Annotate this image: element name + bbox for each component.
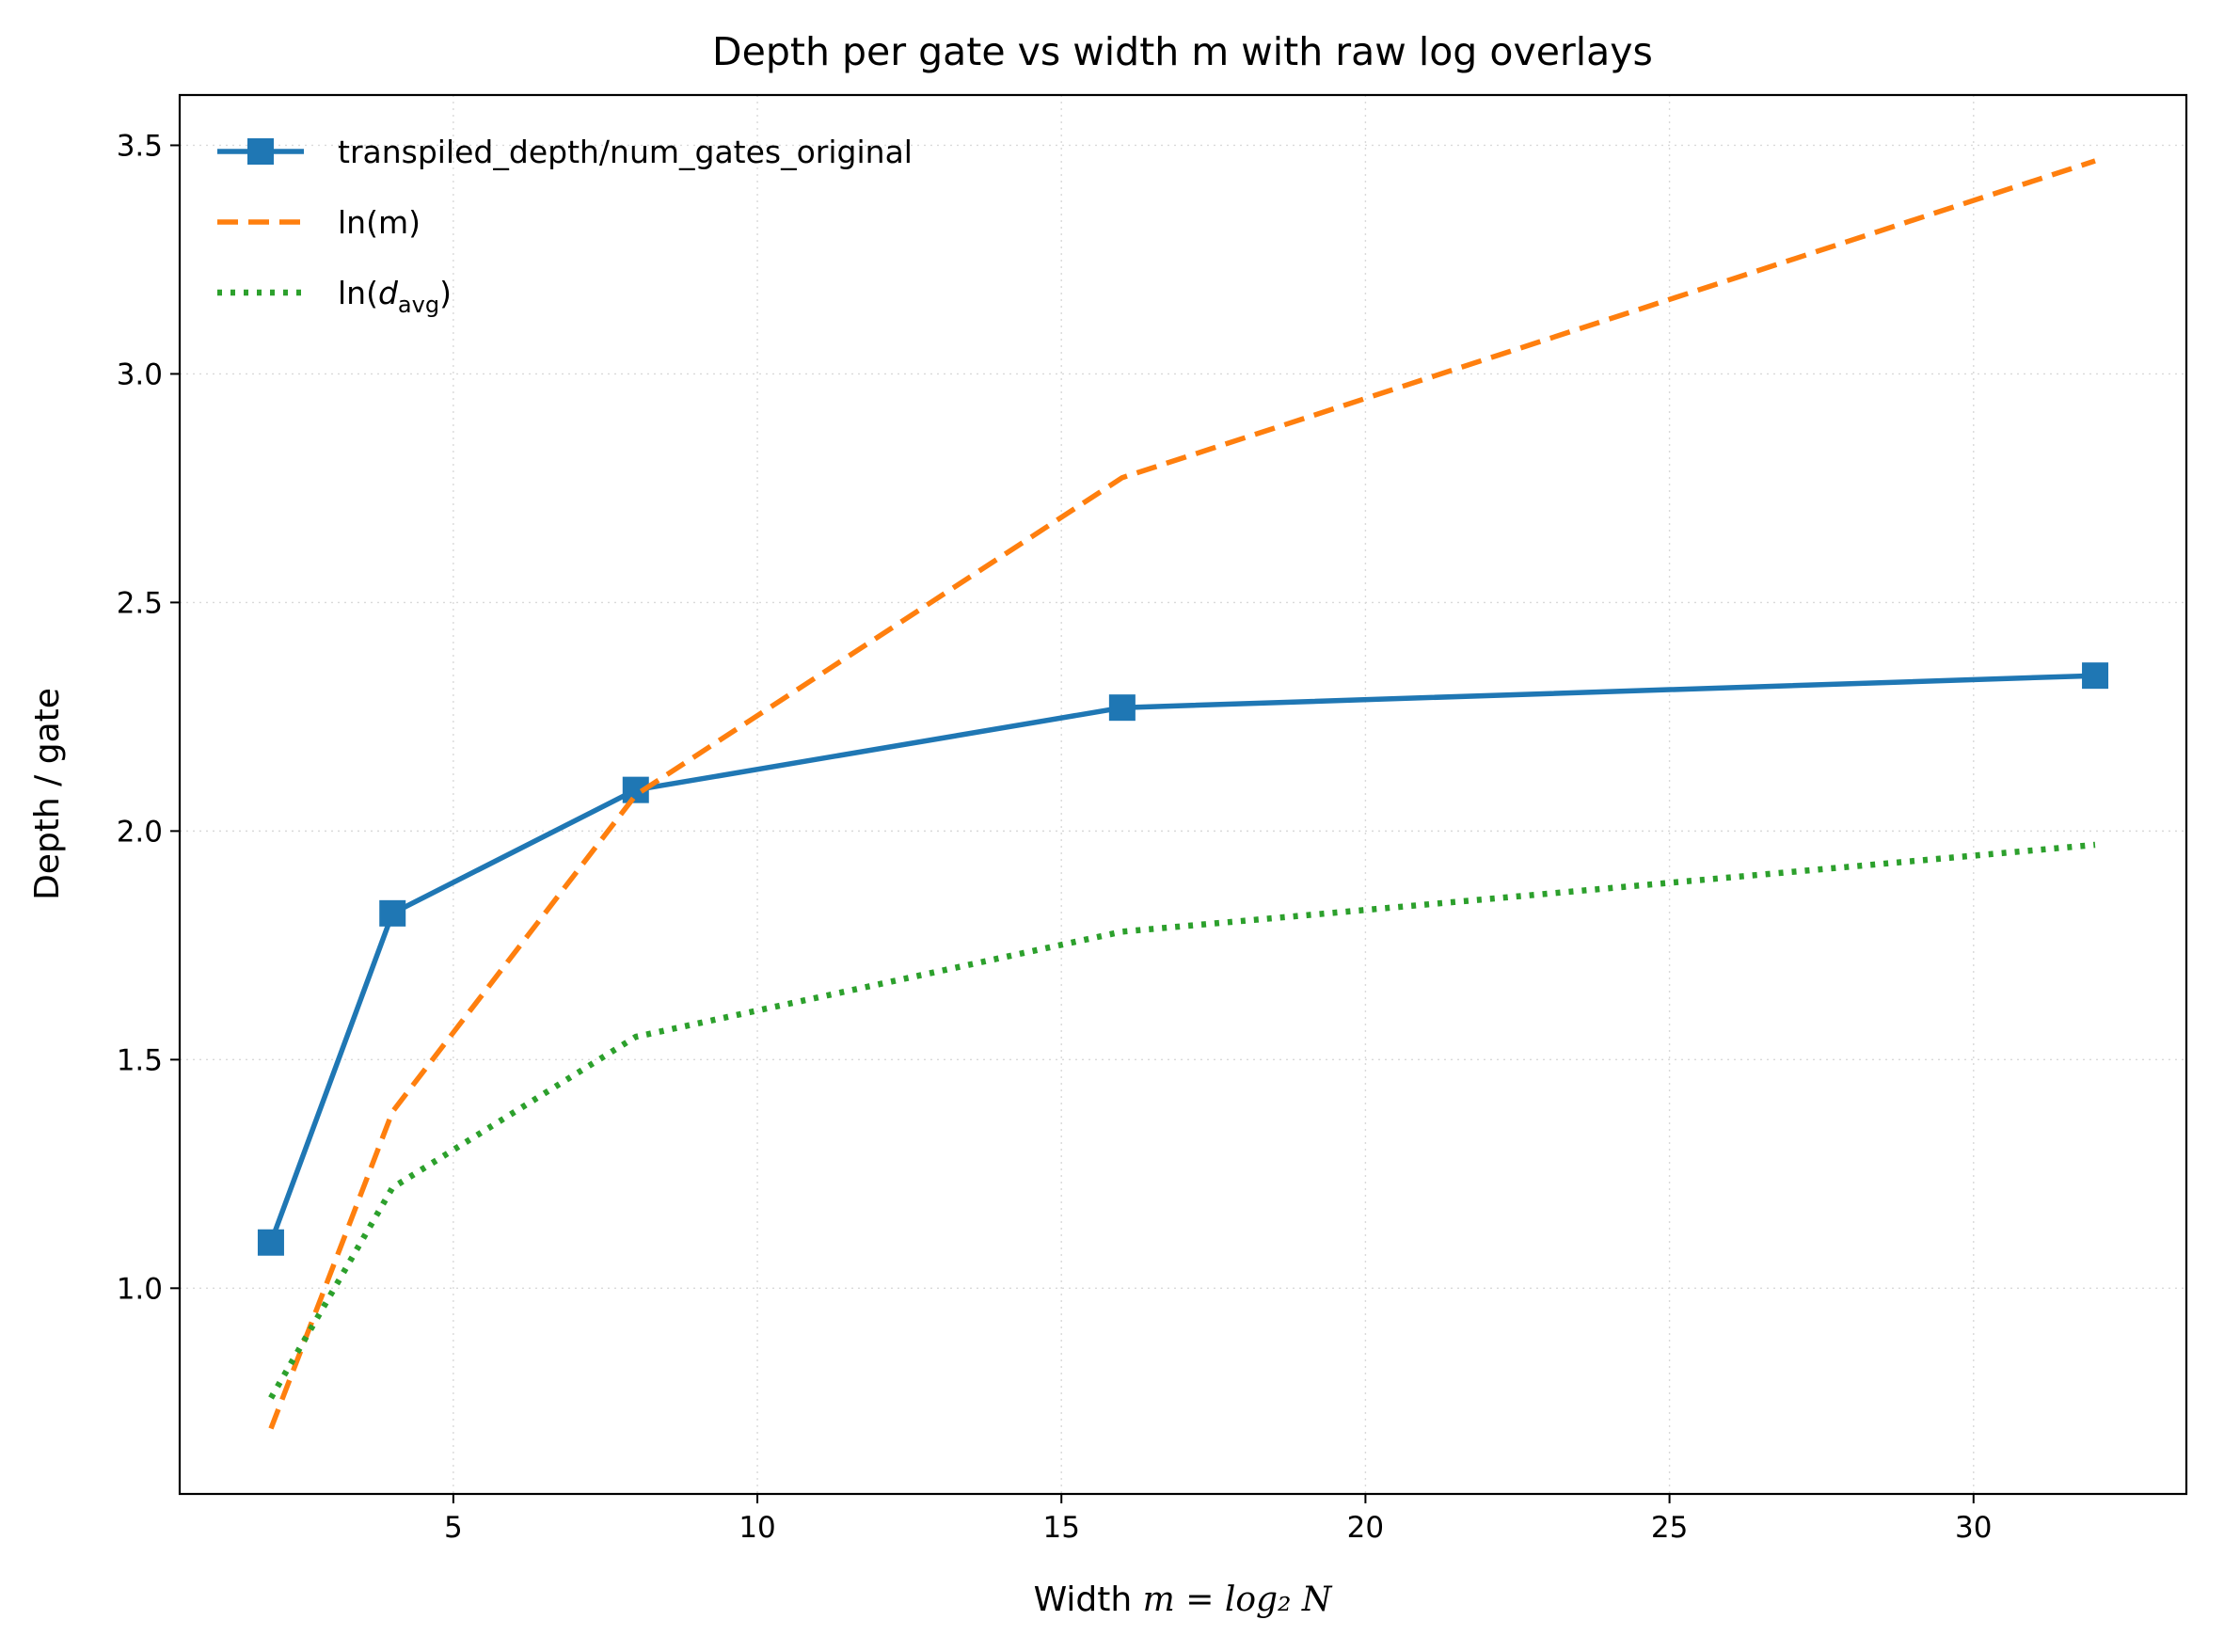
- x-tick-label: 25: [1651, 1511, 1688, 1545]
- legend-label: ln(davg): [338, 275, 452, 318]
- series-line-ln-m: [268, 158, 2096, 1430]
- x-axis-label-math: m = log₂ N: [1143, 1581, 1333, 1619]
- y-tick-label: 2.5: [117, 586, 163, 620]
- y-axis: 1.0 1.5 2.0 2.5 3.0 3.5: [117, 129, 180, 1306]
- x-tick-label: 10: [739, 1511, 775, 1545]
- data-point: [1108, 694, 1136, 722]
- series-line-ln-d-avg: [268, 841, 2096, 1400]
- x-tick-label: 30: [1955, 1511, 1992, 1545]
- legend-label-suffix: ): [439, 275, 452, 311]
- grid: [180, 95, 2186, 1494]
- y-axis-label: Depth / gate: [28, 688, 67, 900]
- legend-label: transpiled_depth/num_gates_original: [338, 134, 913, 170]
- x-axis-label-prefix: Width: [1034, 1581, 1143, 1619]
- x-tick-label: 15: [1043, 1511, 1080, 1545]
- legend: transpiled_depth/num_gates_original ln(m)…: [217, 134, 913, 318]
- series-layer: [257, 158, 2109, 1430]
- legend-label-var: d: [378, 275, 399, 311]
- data-point: [379, 899, 406, 927]
- x-axis: 5 10 15 20 25 30: [444, 1494, 1992, 1545]
- legend-marker: [247, 138, 274, 165]
- x-tick-label: 5: [444, 1511, 463, 1545]
- legend-label: ln(m): [338, 204, 421, 241]
- plot-frame: [178, 93, 2188, 1496]
- y-tick-label: 3.5: [117, 129, 163, 163]
- y-tick-label: 3.0: [117, 357, 163, 391]
- y-tick-label: 2.0: [117, 815, 163, 849]
- chart-title: Depth per gate vs width m with raw log o…: [712, 29, 1653, 74]
- legend-label-sub: avg: [398, 292, 439, 318]
- x-tick-label: 20: [1347, 1511, 1384, 1545]
- y-tick-label: 1.0: [117, 1272, 163, 1306]
- data-point: [2082, 662, 2109, 690]
- x-axis-label: Width m = log₂ N: [1034, 1581, 1333, 1619]
- legend-label-prefix: ln(: [338, 275, 378, 311]
- data-point: [257, 1229, 284, 1256]
- y-tick-label: 1.5: [117, 1043, 163, 1077]
